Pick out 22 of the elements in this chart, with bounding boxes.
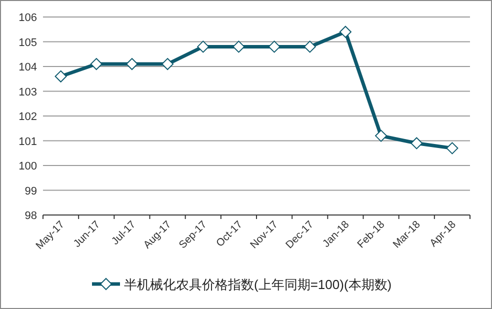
point xyxy=(304,40,316,53)
y-tick-label: 100 xyxy=(18,160,37,172)
point xyxy=(232,40,245,53)
y-tick-label: 104 xyxy=(18,62,37,74)
point xyxy=(197,40,210,53)
y-tick-label: 102 xyxy=(18,111,37,123)
point xyxy=(410,137,423,150)
y-tick-label: 105 xyxy=(18,36,37,49)
point xyxy=(339,26,352,38)
legend-label: 半机械化农具价格指数(上年同期=100)(本期数) xyxy=(124,277,392,292)
y-tick-label: 106 xyxy=(18,12,37,24)
point xyxy=(54,70,67,82)
point xyxy=(268,40,280,53)
y-tick-label: 98 xyxy=(24,210,37,222)
point xyxy=(126,58,138,70)
y-tick-label: 99 xyxy=(24,185,37,198)
point xyxy=(90,58,102,70)
y-tick-label: 103 xyxy=(18,86,37,98)
y-tick-label: 101 xyxy=(18,136,37,148)
point xyxy=(162,58,174,70)
point xyxy=(375,130,388,142)
point xyxy=(446,142,458,154)
